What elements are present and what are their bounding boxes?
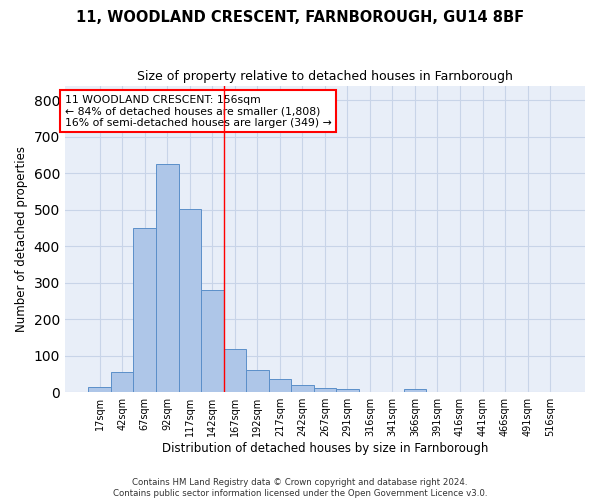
Bar <box>314 388 336 392</box>
Bar <box>201 290 224 392</box>
Bar <box>291 385 314 392</box>
Text: 11, WOODLAND CRESCENT, FARNBOROUGH, GU14 8BF: 11, WOODLAND CRESCENT, FARNBOROUGH, GU14… <box>76 10 524 25</box>
Bar <box>156 164 179 392</box>
X-axis label: Distribution of detached houses by size in Farnborough: Distribution of detached houses by size … <box>162 442 488 455</box>
Bar <box>269 380 291 392</box>
Bar <box>88 388 111 392</box>
Text: Contains HM Land Registry data © Crown copyright and database right 2024.
Contai: Contains HM Land Registry data © Crown c… <box>113 478 487 498</box>
Bar <box>224 350 246 392</box>
Text: 11 WOODLAND CRESCENT: 156sqm
← 84% of detached houses are smaller (1,808)
16% of: 11 WOODLAND CRESCENT: 156sqm ← 84% of de… <box>65 95 332 128</box>
Bar <box>336 388 359 392</box>
Bar <box>179 208 201 392</box>
Bar <box>246 370 269 392</box>
Bar <box>111 372 133 392</box>
Bar <box>133 228 156 392</box>
Y-axis label: Number of detached properties: Number of detached properties <box>15 146 28 332</box>
Bar <box>404 390 426 392</box>
Title: Size of property relative to detached houses in Farnborough: Size of property relative to detached ho… <box>137 70 513 83</box>
